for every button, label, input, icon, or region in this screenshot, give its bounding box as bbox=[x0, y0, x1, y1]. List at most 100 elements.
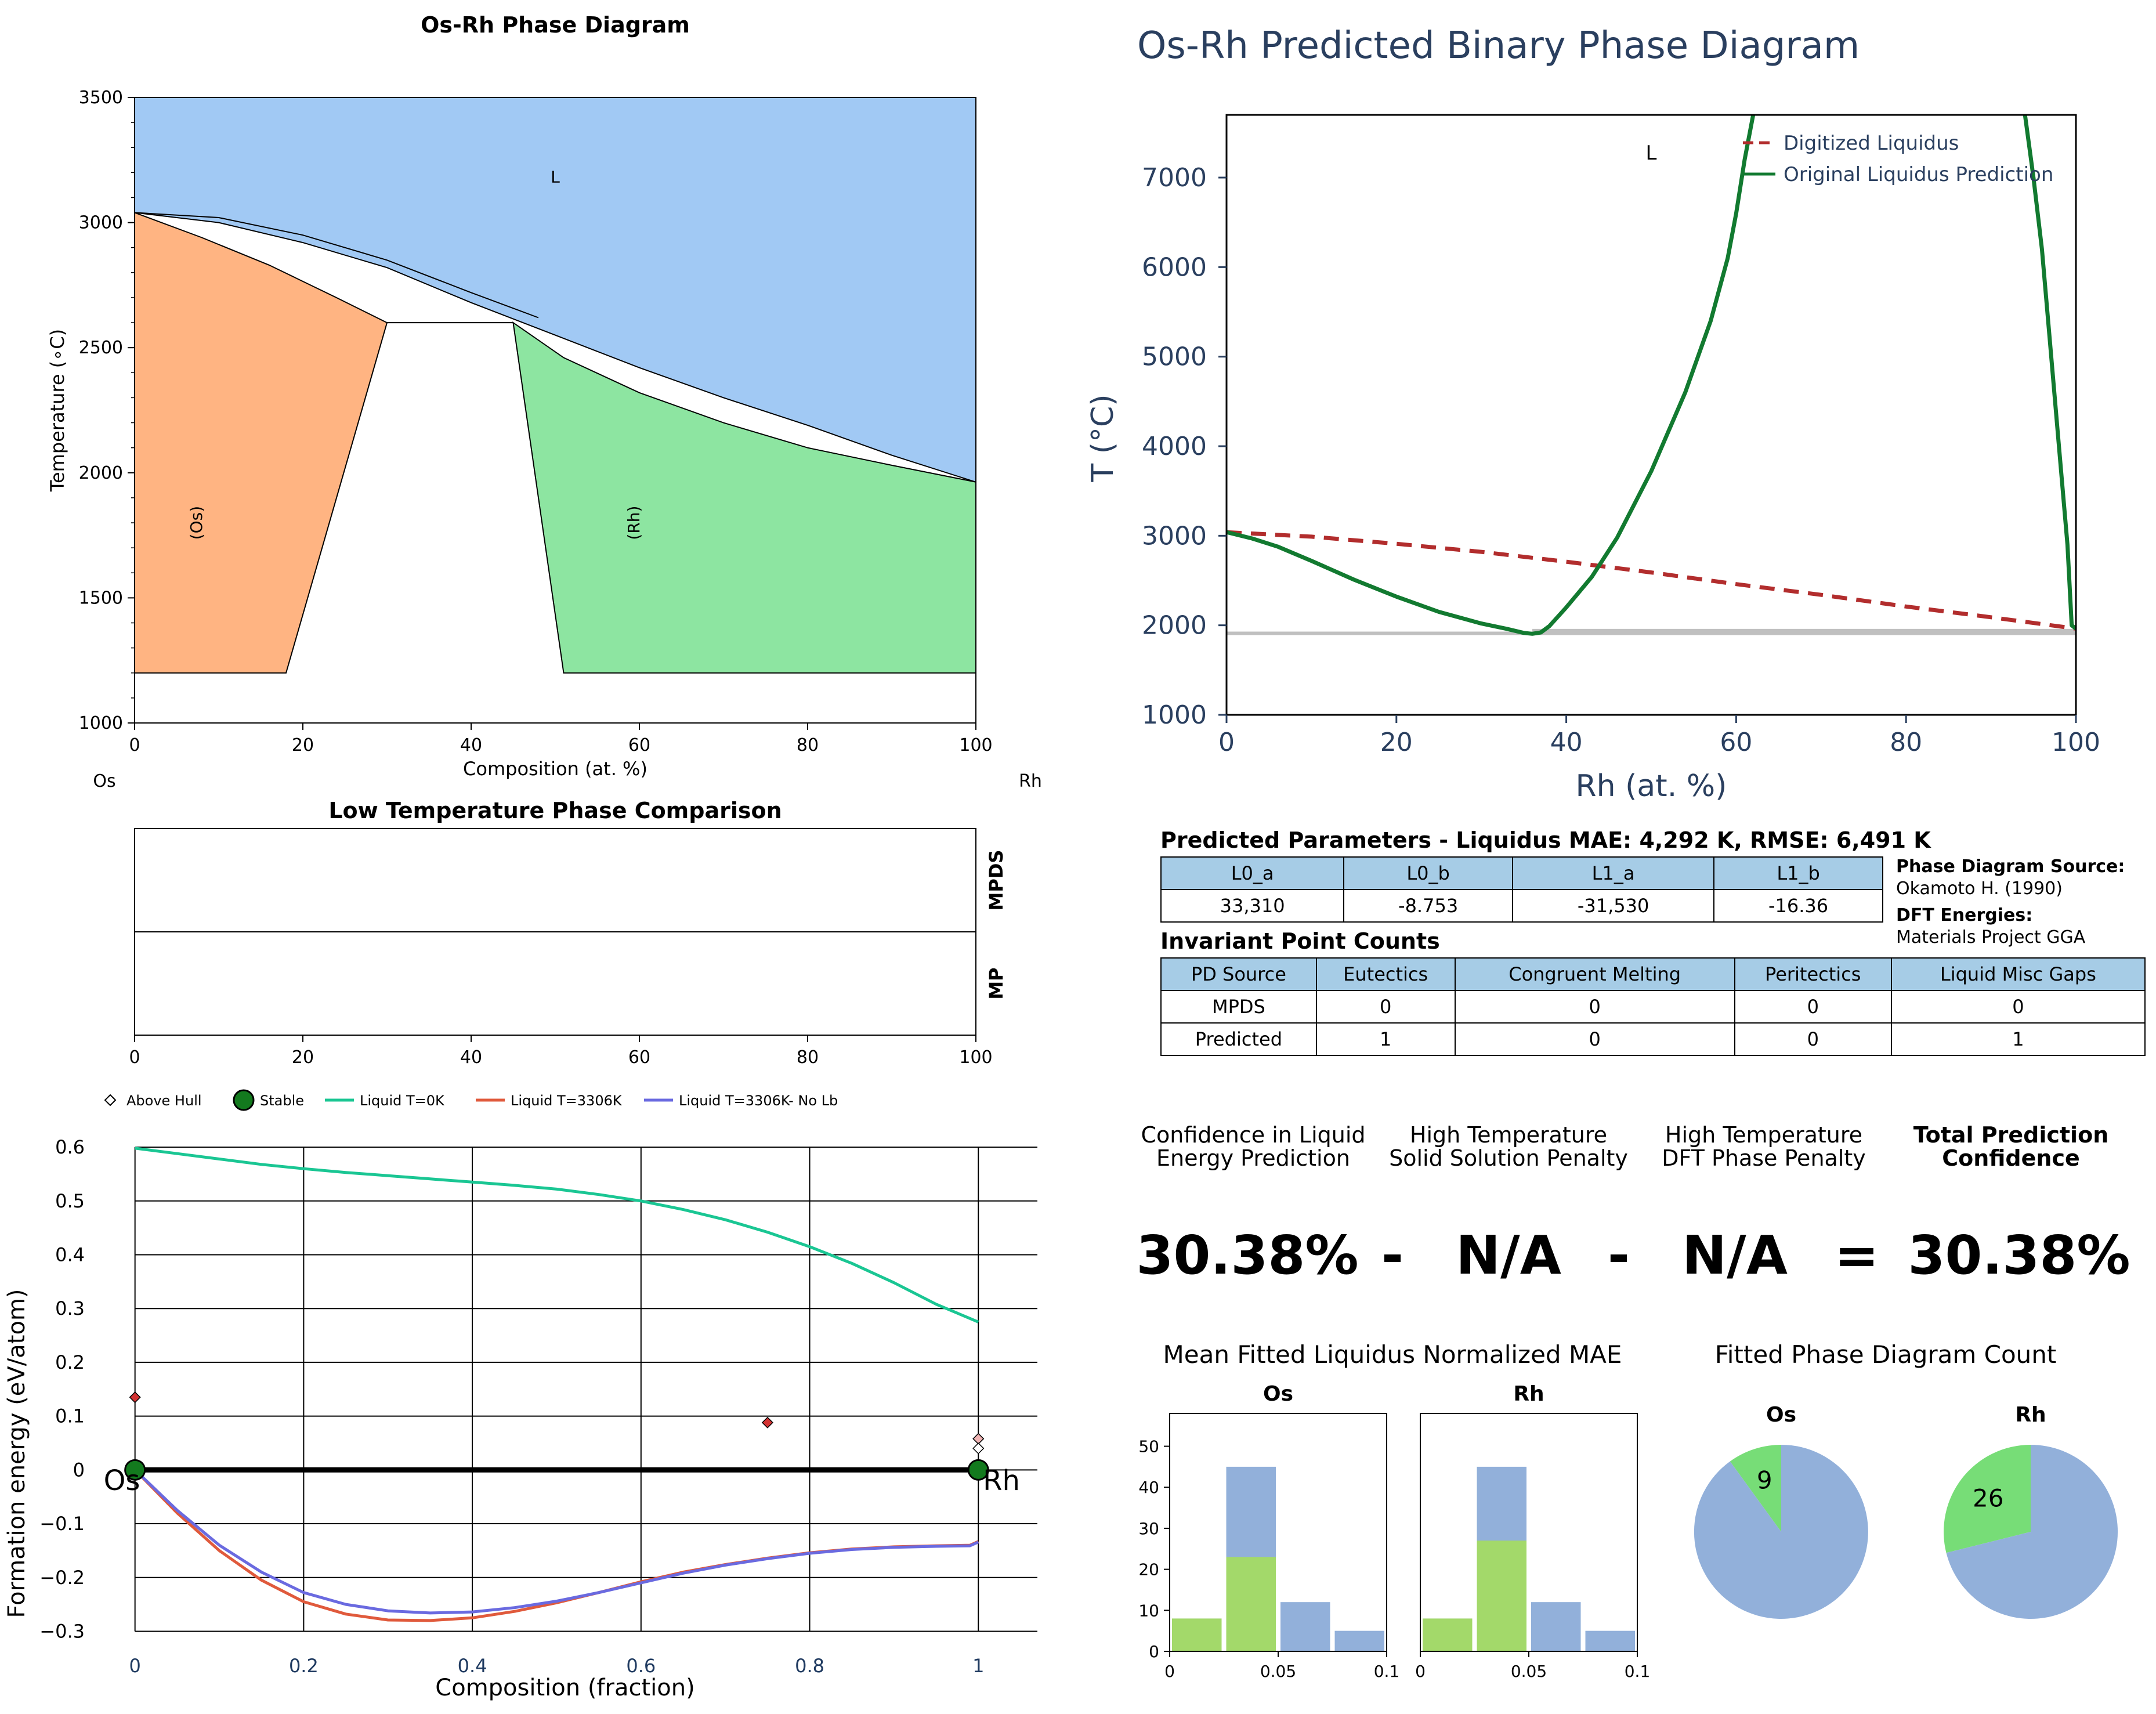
y-tick-label: 0.1 bbox=[55, 1405, 85, 1427]
histogram-bar bbox=[1280, 1602, 1330, 1651]
x-tick-label: 60 bbox=[1720, 728, 1752, 757]
legend-marker-above-hull bbox=[104, 1094, 117, 1106]
element-label-os: Os bbox=[93, 771, 115, 791]
x-tick-label: 0 bbox=[1415, 1662, 1426, 1681]
y-tick-label: 0.2 bbox=[55, 1351, 85, 1373]
phase-region bbox=[512, 321, 976, 674]
x-tick-label: 60 bbox=[628, 1047, 650, 1068]
params-table: L0_a L0_b L1_a L1_b 33,310 -8.753 -31,53… bbox=[1160, 856, 1883, 923]
end-label-os: Os bbox=[104, 1465, 140, 1497]
phase-region-label: (Os) bbox=[187, 506, 206, 540]
x-tick-label: 20 bbox=[292, 735, 314, 755]
y-tick-label: 3000 bbox=[79, 213, 123, 233]
y-tick-label: 1500 bbox=[79, 588, 123, 608]
histogram-bar bbox=[1423, 1618, 1473, 1651]
y-tick-label: −0.3 bbox=[39, 1620, 85, 1642]
legend-entry: Liquid T=0K bbox=[360, 1093, 445, 1109]
y-tick-label: 0 bbox=[73, 1459, 85, 1481]
stable-marker bbox=[967, 1459, 989, 1481]
histogram-bar bbox=[1585, 1630, 1635, 1651]
dft-energies-label: DFT Energies: bbox=[1896, 905, 2033, 925]
y-tick-label: 1000 bbox=[1142, 700, 1207, 730]
series-line bbox=[133, 1469, 979, 1615]
pie-slice bbox=[1730, 1445, 1781, 1532]
x-tick-label: 100 bbox=[959, 1047, 992, 1068]
y-tick-label: 0 bbox=[1149, 1642, 1159, 1661]
y-tick-label: 1000 bbox=[79, 713, 123, 733]
params-value: -8.753 bbox=[1343, 889, 1514, 923]
params-value: -16.36 bbox=[1713, 889, 1883, 923]
x-axis-label: Composition (at. %) bbox=[463, 758, 647, 780]
confidence-label-total: Total Prediction Confidence bbox=[1913, 1122, 2109, 1171]
params-value: -31,530 bbox=[1512, 889, 1715, 923]
confidence-label-solid-solution: High Temperature Solid Solution Penalty bbox=[1389, 1122, 1628, 1171]
mae-section-title: Mean Fitted Liquidus Normalized MAE bbox=[1163, 1340, 1622, 1369]
phase-region bbox=[134, 211, 388, 674]
chart-title: Os bbox=[1766, 1403, 1796, 1427]
pie-slice-label: 26 bbox=[1973, 1484, 2003, 1513]
y-tick-label: 3500 bbox=[79, 88, 123, 108]
invariants-cell: 0 bbox=[1890, 990, 2146, 1024]
above-hull-marker bbox=[972, 1442, 985, 1455]
y-tick-label: 3000 bbox=[1142, 521, 1207, 551]
y-tick-label: 20 bbox=[1138, 1560, 1159, 1579]
x-axis-label: Composition (fraction) bbox=[435, 1675, 694, 1701]
x-tick-label: 1 bbox=[972, 1655, 984, 1677]
y-tick-label: 2000 bbox=[79, 463, 123, 483]
x-tick-label: 0.05 bbox=[1511, 1662, 1547, 1681]
y-tick-label: 7000 bbox=[1142, 163, 1207, 193]
invariants-cell: MPDS bbox=[1160, 990, 1317, 1024]
histogram-bar bbox=[1226, 1557, 1276, 1651]
x-tick-label: 100 bbox=[2052, 728, 2100, 757]
x-tick-label: 80 bbox=[1890, 728, 1922, 757]
params-table-title: Predicted Parameters - Liquidus MAE: 4,2… bbox=[1160, 827, 1931, 853]
params-header: L0_a bbox=[1160, 856, 1345, 890]
confidence-operator-minus: - bbox=[1607, 1224, 1630, 1286]
above-hull-marker bbox=[129, 1391, 141, 1404]
row-label: MP bbox=[985, 967, 1007, 999]
confidence-value-solid-solution: N/A bbox=[1456, 1224, 1561, 1286]
x-tick-label: 60 bbox=[628, 735, 650, 755]
y-tick-label: 0.6 bbox=[55, 1136, 85, 1158]
pie-slice bbox=[1944, 1445, 2031, 1553]
invariants-cell: Predicted bbox=[1160, 1022, 1317, 1056]
x-axis-label: Rh (at. %) bbox=[1576, 769, 1727, 804]
histogram-bar bbox=[1477, 1541, 1526, 1651]
above-hull-marker bbox=[972, 1433, 985, 1445]
x-tick-label: 0.8 bbox=[795, 1655, 824, 1677]
x-tick-label: 0.4 bbox=[458, 1655, 487, 1677]
stable-marker bbox=[124, 1459, 146, 1481]
x-tick-label: 20 bbox=[292, 1047, 314, 1068]
liquidus-line bbox=[1227, 115, 1756, 636]
legend-entry: Stable bbox=[260, 1093, 304, 1109]
confidence-value-total: 30.38% bbox=[1908, 1224, 2130, 1286]
plot-frame bbox=[1169, 1413, 1387, 1652]
confidence-label-dft-phase: High Temperature DFT Phase Penalty bbox=[1662, 1122, 1866, 1171]
y-tick-label: 5000 bbox=[1142, 342, 1207, 372]
params-header: L1_a bbox=[1512, 856, 1715, 890]
x-tick-label: 40 bbox=[460, 1047, 482, 1068]
end-label-rh: Rh bbox=[983, 1465, 1020, 1497]
y-axis-label: T (°C) bbox=[1086, 394, 1120, 482]
legend-marker-stable bbox=[233, 1089, 255, 1111]
liquidus-line bbox=[2023, 115, 2076, 631]
series-line bbox=[135, 1147, 979, 1324]
x-tick-label: 0 bbox=[1164, 1662, 1175, 1681]
confidence-value-liquid: 30.38% bbox=[1136, 1224, 1359, 1286]
y-tick-label: 4000 bbox=[1142, 432, 1207, 461]
y-tick-label: 2000 bbox=[1142, 611, 1207, 641]
y-tick-label: 0.5 bbox=[55, 1190, 85, 1212]
series-line bbox=[133, 1469, 979, 1622]
x-tick-label: 0.1 bbox=[1625, 1662, 1651, 1681]
invariants-cell: 0 bbox=[1734, 1022, 1892, 1056]
histogram-bar bbox=[1531, 1602, 1581, 1651]
invariants-cell: 0 bbox=[1454, 1022, 1735, 1056]
x-tick-label: 40 bbox=[1550, 728, 1583, 757]
row-label: MPDS bbox=[985, 850, 1007, 911]
pd-source-value: Okamoto H. (1990) bbox=[1896, 878, 2063, 899]
invariants-cell: 0 bbox=[1734, 990, 1892, 1024]
three-phase-band bbox=[1532, 628, 2076, 634]
legend-entry: Original Liquidus Prediction bbox=[1784, 163, 2053, 186]
invariants-table: PD Source Eutectics Congruent Melting Pe… bbox=[1160, 957, 2146, 1056]
